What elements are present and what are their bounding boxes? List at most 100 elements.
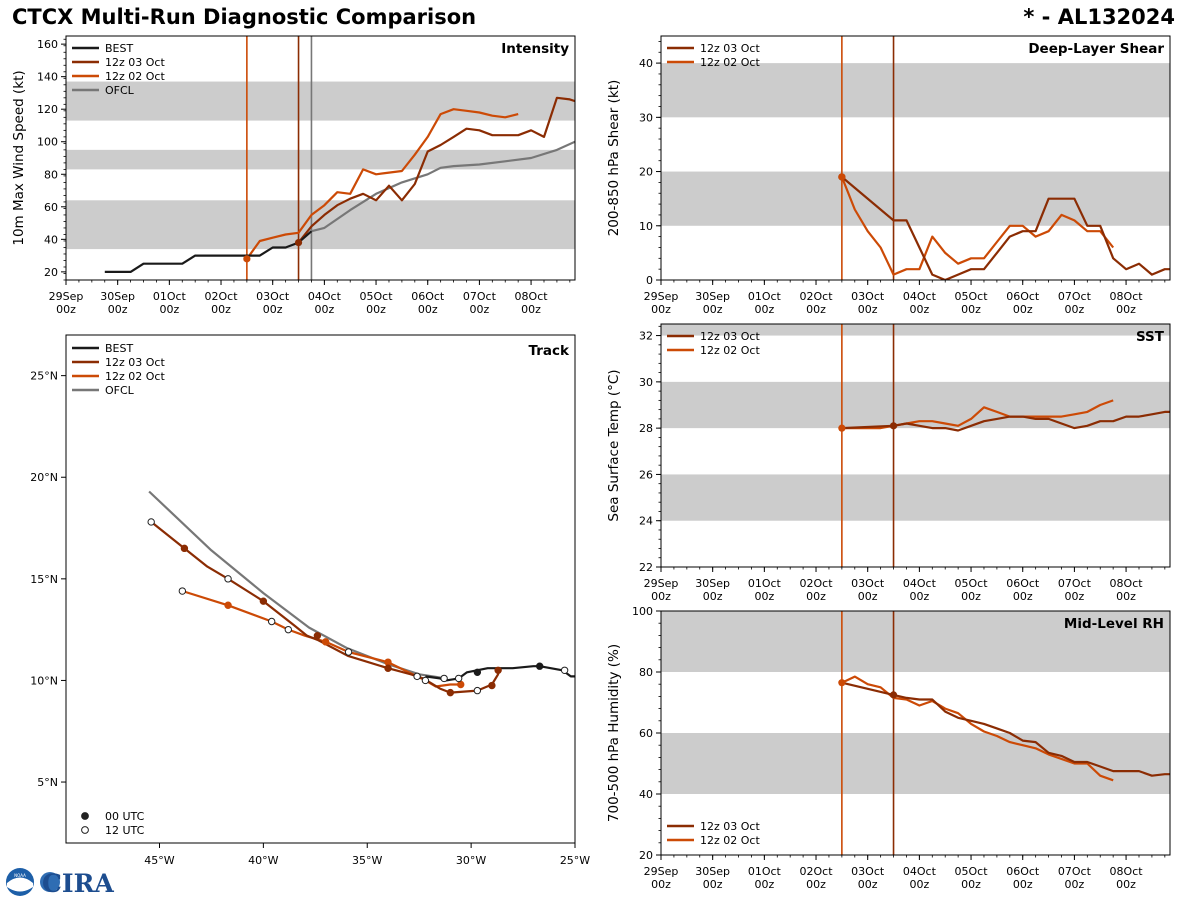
track-marker-legend-dot [81, 826, 89, 834]
rh-legend-label: 12z 02 Oct [700, 834, 760, 847]
sst-ytick-label: 26 [639, 468, 653, 481]
sst-marker-run_02 [838, 424, 846, 432]
sst-xtick-label: 30Sep [695, 577, 730, 590]
sst-xtick-sublabel: 00z [703, 590, 723, 603]
rh-ytick-label: 40 [639, 788, 653, 801]
shear-band [661, 171, 1170, 226]
shear-ytick-label: 10 [639, 220, 653, 233]
rh-legend-label: 12z 03 Oct [700, 820, 760, 833]
intensity-xtick-sublabel: 00z [108, 303, 128, 316]
cira-globe-icon [40, 872, 60, 892]
sst-xtick-label: 08Oct [1110, 577, 1144, 590]
sst-ytick-label: 24 [639, 515, 653, 528]
track-position-dot [494, 666, 502, 674]
shear-title: Deep-Layer Shear [1028, 41, 1164, 57]
track-position-dot [454, 674, 463, 683]
intensity-xtick-label: 08Oct [515, 290, 549, 303]
track-position-dot [421, 676, 430, 685]
rh-xtick-label: 30Sep [695, 865, 730, 878]
intensity-ytick-label: 40 [44, 233, 58, 246]
intensity-xtick-label: 01Oct [153, 290, 187, 303]
rh-title: Mid-Level RH [1064, 616, 1164, 632]
intensity-xtick-label: 07Oct [463, 290, 497, 303]
intensity-ytick-label: 140 [37, 71, 58, 84]
intensity-marker-run_02 [243, 255, 251, 263]
rh-xtick-label: 03Oct [851, 865, 885, 878]
shear-xtick-sublabel: 00z [909, 303, 929, 316]
track-position-dot [344, 648, 353, 656]
intensity-marker-run_03 [294, 238, 303, 247]
intensity-xtick-label: 02Oct [205, 290, 239, 303]
track-legend-label: OFCL [105, 384, 135, 397]
sst-xtick-label: 02Oct [800, 577, 834, 590]
sst-xtick-sublabel: 00z [651, 590, 671, 603]
shear-xtick-label: 07Oct [1058, 290, 1092, 303]
shear-xtick-sublabel: 00z [703, 303, 723, 316]
shear-xtick-sublabel: 00z [1065, 303, 1085, 316]
rh-xtick-label: 29Sep [644, 865, 679, 878]
noaa-logo-text: NOAA [14, 873, 26, 878]
rh-xtick-sublabel: 00z [909, 878, 929, 891]
track-position-dot [284, 625, 292, 634]
shear-panel: 01020304029Sep00z30Sep00z01Oct00z02Oct00… [606, 35, 1171, 316]
track-ytick-label: 25°N [30, 370, 58, 383]
intensity-ytick-label: 80 [44, 168, 58, 181]
sst-series-run_03 [841, 410, 1170, 432]
track-position-dot [224, 601, 232, 609]
intensity-xtick-label: 03Oct [256, 290, 290, 303]
sst-xtick-sublabel: 00z [858, 590, 878, 603]
chart-title: CTCX Multi-Run Diagnostic Comparison [12, 5, 477, 29]
rh-xtick-label: 02Oct [800, 865, 834, 878]
shear-xtick-sublabel: 00z [1013, 303, 1033, 316]
intensity-xtick-label: 06Oct [411, 290, 445, 303]
sst-xtick-label: 29Sep [644, 577, 679, 590]
intensity-xtick-sublabel: 00z [159, 303, 179, 316]
shear-xtick-sublabel: 00z [806, 303, 826, 316]
track-ytick-label: 15°N [30, 573, 58, 586]
sst-xtick-label: 04Oct [903, 577, 937, 590]
track-position-dot [535, 662, 544, 670]
sst-panel: 22242628303229Sep00z30Sep00z01Oct00z02Oc… [606, 323, 1171, 603]
shear-ylabel: 200-850 hPa Shear (kt) [606, 80, 622, 237]
rh-xtick-label: 07Oct [1058, 865, 1092, 878]
rh-series-run_03 [841, 681, 1170, 777]
track-xtick-label: 40°W [248, 854, 278, 867]
sst-xtick-label: 01Oct [748, 577, 782, 590]
intensity-xtick-sublabel: 00z [211, 303, 231, 316]
rh-panel: 2040608010029Sep00z30Sep00z01Oct00z02Oct… [606, 605, 1171, 891]
rh-xtick-sublabel: 00z [858, 878, 878, 891]
intensity-xtick-label: 04Oct [308, 290, 342, 303]
shear-xtick-label: 06Oct [1006, 290, 1040, 303]
track-xtick-label: 25°W [560, 854, 590, 867]
shear-xtick-label: 01Oct [748, 290, 782, 303]
shear-legend-label: 12z 02 Oct [700, 56, 760, 69]
track-xtick-label: 45°W [144, 854, 174, 867]
track-marker-legend-dot [81, 812, 89, 820]
track-line-run_02 [181, 589, 461, 688]
shear-ytick-label: 20 [639, 166, 653, 179]
shear-series-run_02 [840, 176, 1115, 276]
track-position-dot [321, 638, 330, 646]
rh-xtick-sublabel: 00z [703, 878, 723, 891]
track-position-dot [440, 674, 448, 683]
shear-xtick-label: 29Sep [644, 290, 679, 303]
rh-ytick-label: 100 [632, 605, 653, 618]
rh-xtick-sublabel: 00z [1116, 878, 1136, 891]
rh-xtick-sublabel: 00z [1013, 878, 1033, 891]
sst-band [661, 324, 1170, 336]
sst-band [661, 381, 1170, 429]
shear-xtick-sublabel: 00z [858, 303, 878, 316]
noaa-logo-wave-icon [7, 877, 33, 892]
track-position-dot [488, 681, 496, 690]
sst-xtick-sublabel: 00z [1065, 590, 1085, 603]
rh-marker-run_03 [889, 691, 898, 699]
rh-ytick-label: 80 [639, 666, 653, 679]
track-legend-label: 12z 03 Oct [105, 356, 165, 369]
sst-xtick-sublabel: 00z [806, 590, 826, 603]
intensity-ytick-label: 60 [44, 201, 58, 214]
sst-ytick-label: 32 [639, 330, 653, 343]
track-ytick-label: 10°N [30, 674, 58, 687]
rh-xtick-sublabel: 00z [651, 878, 671, 891]
track-position-dot [180, 544, 189, 553]
intensity-xtick-sublabel: 00z [366, 303, 386, 316]
